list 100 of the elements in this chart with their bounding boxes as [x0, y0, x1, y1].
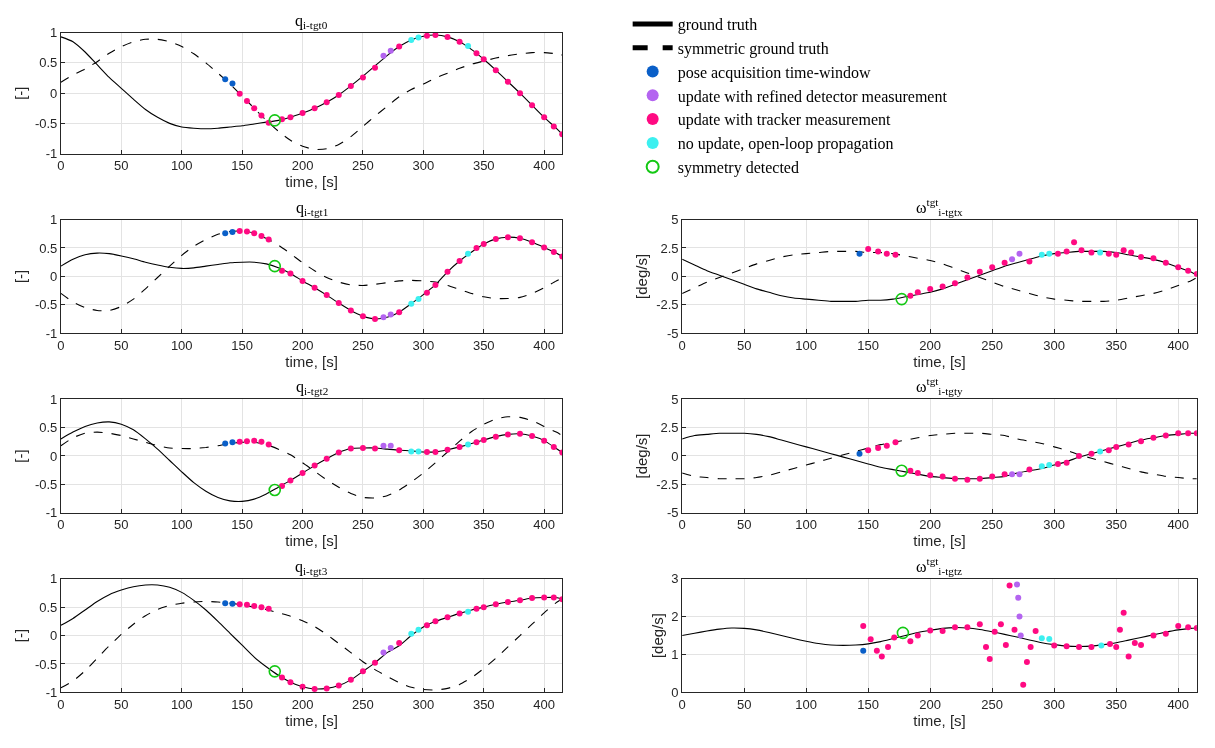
- x-tick-label: 150: [231, 517, 253, 533]
- point: [504, 599, 511, 606]
- x-tick-label: 100: [170, 696, 193, 712]
- point: [415, 296, 422, 303]
- x-tick-label: 250: [352, 337, 374, 353]
- y-tick-label: -0.5: [34, 297, 58, 313]
- point: [1098, 642, 1105, 649]
- x-tick-label: 50: [736, 337, 752, 353]
- point: [1006, 582, 1013, 589]
- point: [265, 605, 272, 612]
- y-tick-label: 2.5: [660, 420, 679, 436]
- x-tick-label: 50: [114, 158, 129, 174]
- point: [896, 626, 910, 640]
- x-tick-label: 50: [736, 517, 752, 533]
- point: [907, 638, 914, 645]
- point: [229, 80, 236, 87]
- x-tick-label: 300: [412, 696, 435, 712]
- point: [516, 90, 523, 97]
- point: [867, 636, 874, 643]
- point: [550, 443, 557, 450]
- point: [229, 229, 236, 236]
- point: [1125, 653, 1132, 660]
- x-tick-label: 250: [352, 517, 374, 533]
- y-tick-label: 5: [671, 212, 679, 228]
- x-tick-label: 300: [412, 337, 435, 353]
- x-tick-label: 350: [1105, 696, 1128, 712]
- point: [1016, 613, 1023, 620]
- y-tick-label: -0.5: [34, 476, 58, 492]
- point: [268, 259, 282, 273]
- point: [236, 438, 243, 445]
- x-axis-title: time, [s]: [285, 352, 338, 370]
- point: [1120, 247, 1127, 254]
- x-tick-label: 300: [1043, 337, 1066, 353]
- point: [939, 628, 946, 634]
- point: [465, 42, 472, 49]
- point: [516, 235, 523, 242]
- chart-title: q$_{i-tgt0}$: [295, 12, 328, 32]
- point: [287, 114, 294, 121]
- point: [268, 114, 282, 127]
- x-tick-label: 150: [231, 696, 253, 712]
- point: [1107, 640, 1114, 647]
- point: [387, 47, 394, 54]
- point: [1076, 643, 1083, 650]
- x-tick-label: 400: [1167, 517, 1190, 533]
- point: [927, 627, 934, 634]
- y-tick-label: -5: [667, 325, 679, 341]
- point: [1185, 430, 1192, 437]
- point: [408, 36, 415, 43]
- point: [408, 300, 415, 307]
- point: [287, 477, 294, 484]
- x-tick-label: 300: [412, 158, 435, 174]
- point: [892, 439, 899, 446]
- point: [347, 445, 354, 452]
- y-axis-title: [deg/s]: [633, 253, 651, 299]
- point: [1027, 643, 1034, 650]
- point: [914, 632, 921, 639]
- x-tick-label: 150: [857, 696, 880, 712]
- point: [1009, 256, 1016, 263]
- point: [1162, 630, 1169, 637]
- point: [989, 264, 996, 271]
- point: [473, 439, 480, 446]
- point: [1011, 626, 1018, 633]
- point: [541, 437, 548, 444]
- point: [372, 659, 379, 666]
- point: [1023, 659, 1030, 666]
- point: [299, 683, 306, 690]
- point: [1002, 642, 1009, 649]
- point: [473, 50, 480, 57]
- point: [396, 639, 403, 646]
- point: [359, 668, 366, 675]
- x-axis-title: time, [s]: [913, 532, 966, 550]
- point: [480, 241, 487, 247]
- legend-label: update with tracker measurement: [677, 111, 892, 130]
- x-tick-label: 150: [231, 158, 253, 174]
- point: [1113, 251, 1120, 258]
- point: [287, 270, 294, 277]
- point: [1105, 250, 1112, 257]
- point: [480, 437, 487, 444]
- point: [1128, 249, 1135, 256]
- point: [258, 438, 265, 445]
- y-tick-label: 1: [50, 25, 58, 41]
- point: [1014, 581, 1021, 588]
- x-tick-label: 350: [472, 517, 495, 533]
- point: [456, 258, 463, 265]
- point: [1088, 450, 1095, 457]
- point: [1125, 441, 1132, 448]
- point: [492, 67, 499, 74]
- point: [1078, 247, 1085, 254]
- legend-label: ground truth: [677, 16, 758, 35]
- point: [550, 123, 557, 130]
- point: [387, 311, 394, 318]
- point: [444, 614, 451, 621]
- point: [480, 56, 487, 63]
- point: [372, 64, 379, 71]
- point: [865, 447, 872, 454]
- point: [1038, 463, 1045, 470]
- y-axis-title: [deg/s]: [648, 613, 666, 659]
- point: [1076, 452, 1083, 459]
- point: [1026, 258, 1033, 265]
- point: [299, 470, 306, 476]
